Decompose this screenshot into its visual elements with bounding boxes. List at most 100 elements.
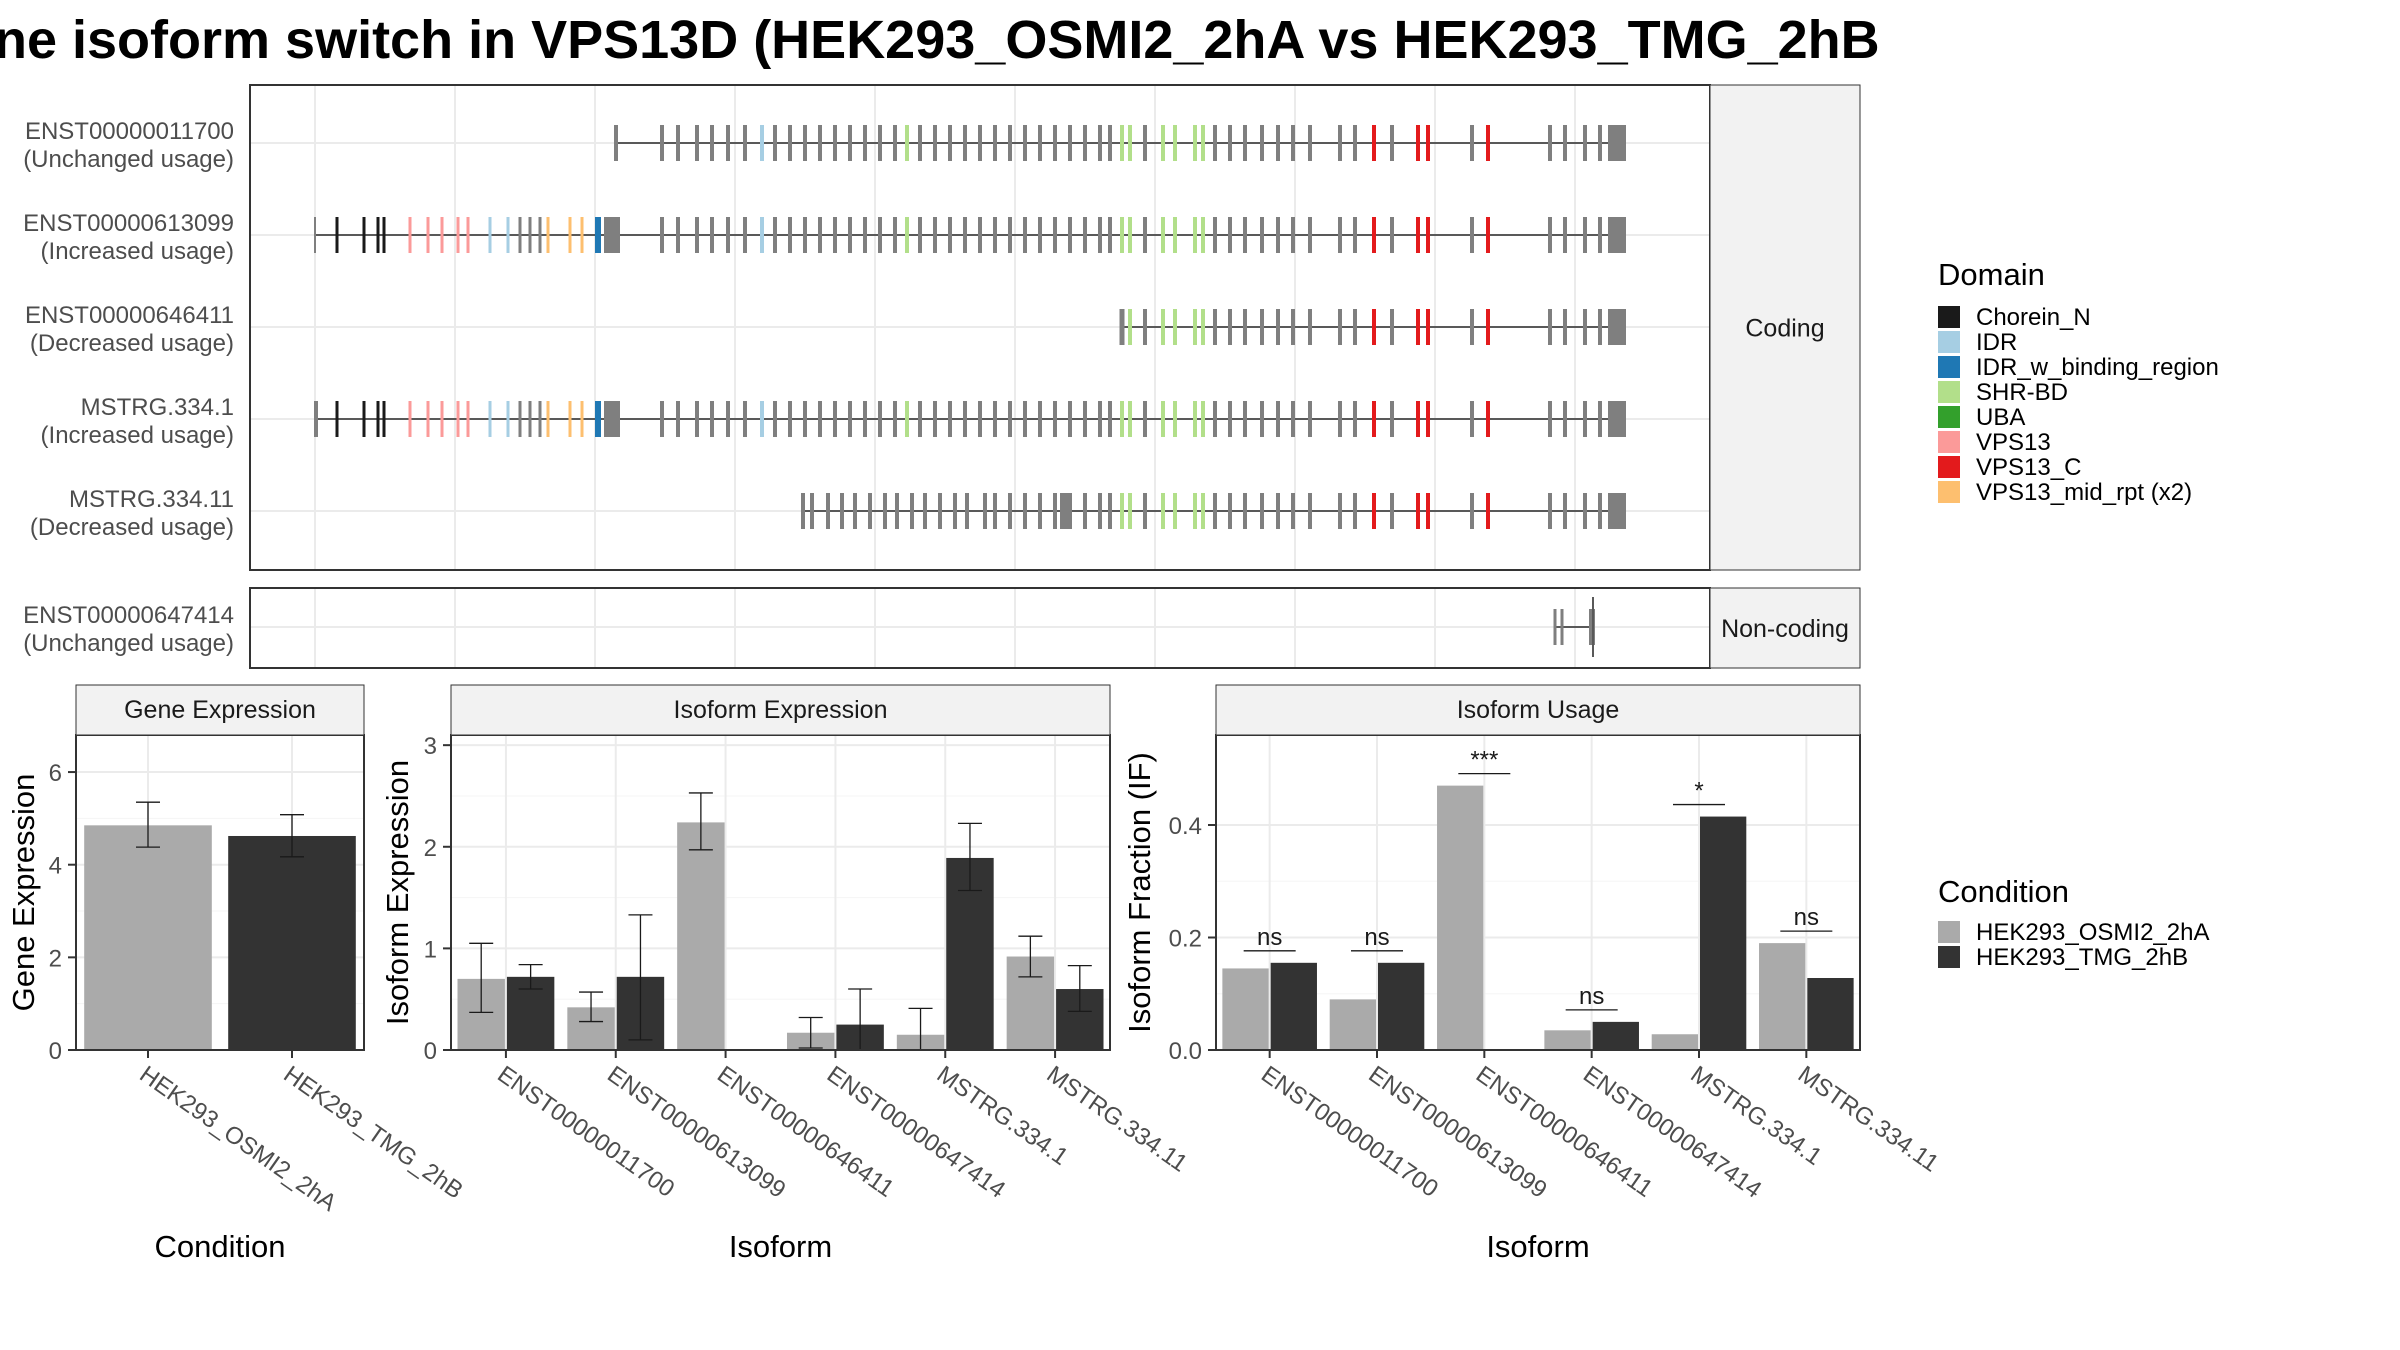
- exon: [1243, 217, 1247, 253]
- exon: [1372, 217, 1376, 253]
- exon: [863, 217, 867, 253]
- exon: [1308, 217, 1312, 253]
- exon: [726, 401, 730, 437]
- exon: [810, 493, 814, 529]
- exon: [1201, 125, 1205, 161]
- exon: [1308, 493, 1312, 529]
- exon: [1470, 125, 1474, 161]
- exon: [408, 401, 412, 437]
- exon: [726, 125, 730, 161]
- exon: [604, 401, 620, 437]
- exon: [506, 217, 510, 253]
- chart-panel-2: Isoform Expression 0 1 2 3 Isoform Expression…: [380, 684, 1192, 1264]
- exon: [1260, 493, 1264, 529]
- exon: [1426, 401, 1430, 437]
- exon: [1128, 401, 1132, 437]
- exon: [1260, 309, 1264, 345]
- y-tick-label: 4: [49, 853, 62, 880]
- x-tick-label: ENST00000613099: [602, 1061, 790, 1204]
- exon: [1583, 125, 1587, 161]
- exon: [963, 125, 967, 161]
- exon: [1143, 217, 1147, 253]
- exon: [426, 217, 430, 253]
- exon: [1173, 125, 1177, 161]
- exon: [1416, 125, 1420, 161]
- exon: [1470, 493, 1474, 529]
- exon: [1173, 401, 1177, 437]
- exon-terminal: [1608, 401, 1626, 437]
- exon: [1548, 217, 1552, 253]
- exon: [1470, 217, 1474, 253]
- exon: [953, 493, 957, 529]
- exon: [1068, 401, 1072, 437]
- exon: [978, 125, 982, 161]
- bar: [1651, 1034, 1698, 1050]
- exon: [1201, 493, 1205, 529]
- exon: [1470, 309, 1474, 345]
- legend-label: UBA: [1976, 404, 2025, 431]
- exon: [833, 217, 837, 253]
- exon: [506, 401, 510, 437]
- exon: [314, 401, 318, 437]
- exon: [1486, 309, 1490, 345]
- exon: [488, 217, 492, 253]
- y-axis-label: Isoform Fraction (IF): [1122, 752, 1157, 1033]
- exon: [1038, 493, 1042, 529]
- exon: [1060, 493, 1070, 529]
- exon: [1338, 125, 1342, 161]
- bar: [1437, 785, 1484, 1050]
- exon: [1291, 309, 1295, 345]
- y-axis-label: Gene Expression: [6, 774, 41, 1012]
- domain-legend-title: Domain: [1938, 257, 2045, 292]
- exon: [538, 217, 542, 253]
- exon: [893, 217, 897, 253]
- exon: [518, 217, 522, 253]
- exon: [1416, 401, 1420, 437]
- exon: [1193, 125, 1197, 161]
- exon: [1353, 493, 1357, 529]
- facet-strip: [1215, 684, 1861, 736]
- exon: [1338, 493, 1342, 529]
- exon: [1372, 493, 1376, 529]
- exon: [853, 493, 857, 529]
- exon: [1390, 217, 1394, 253]
- exon: [382, 217, 386, 253]
- exon: [456, 401, 460, 437]
- y-axis-label: Isoform Expression: [380, 760, 415, 1025]
- exon: [1120, 125, 1124, 161]
- exon: [568, 217, 572, 253]
- exon: [1416, 493, 1420, 529]
- exon: [604, 217, 620, 253]
- legend-swatch: [1938, 481, 1960, 503]
- exon: [863, 125, 867, 161]
- exon: [1243, 493, 1247, 529]
- transcript-id-label: ENST00000011700: [25, 118, 234, 145]
- legend-label: SHR-BD: [1976, 379, 2068, 406]
- legend-swatch: [1938, 921, 1960, 943]
- exon: [848, 401, 852, 437]
- exon: [803, 217, 807, 253]
- exon: [546, 217, 550, 253]
- exon: [1023, 217, 1027, 253]
- exon: [710, 125, 714, 161]
- exon: [993, 493, 997, 529]
- exon: [1201, 309, 1205, 345]
- exon: [1291, 493, 1295, 529]
- bar: [84, 825, 212, 1050]
- x-tick-label: ENST00000011700: [492, 1061, 679, 1203]
- exon: [518, 401, 522, 437]
- legend-label: VPS13: [1976, 429, 2051, 456]
- legend-label: IDR: [1976, 329, 2017, 356]
- exon: [1560, 609, 1564, 645]
- exon: [1083, 401, 1087, 437]
- exon: [1143, 125, 1147, 161]
- exon: [788, 401, 792, 437]
- exon: [1053, 493, 1057, 529]
- exon: [938, 493, 942, 529]
- exon: [905, 217, 909, 253]
- exon: [1023, 493, 1027, 529]
- exon: [456, 217, 460, 253]
- exon: [1353, 125, 1357, 161]
- exon: [1098, 493, 1102, 529]
- exon: [1038, 125, 1042, 161]
